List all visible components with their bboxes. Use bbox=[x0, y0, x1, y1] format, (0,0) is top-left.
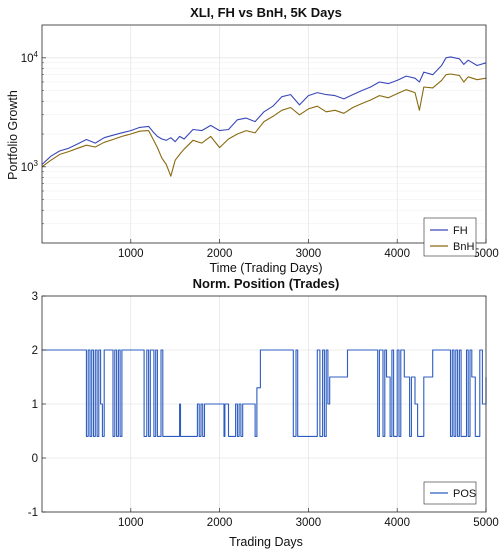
y-tick-label: 104 bbox=[21, 50, 39, 65]
y-tick-label: 3 bbox=[32, 291, 38, 303]
growth-chart-grid bbox=[42, 25, 487, 243]
x-tick-label: 3000 bbox=[296, 248, 322, 260]
y-tick-base: 10 bbox=[21, 162, 34, 174]
position-chart-legend-box bbox=[423, 481, 477, 505]
y-tick-base: 10 bbox=[21, 53, 34, 65]
legend-label-pos: POS bbox=[453, 488, 476, 500]
series-line-bnh bbox=[41, 73, 487, 177]
position-chart-x-label: Trading Days bbox=[229, 535, 303, 549]
y-tick-label: 1 bbox=[32, 399, 38, 411]
x-tick-label: 5000 bbox=[473, 517, 499, 529]
y-tick-label: 0 bbox=[32, 453, 38, 465]
growth-chart-legend-box bbox=[423, 217, 477, 257]
x-tick-label: 4000 bbox=[384, 248, 410, 260]
growth-chart-title: XLI, FH vs BnH, 5K Days bbox=[190, 5, 342, 20]
x-tick-label: 4000 bbox=[384, 517, 410, 529]
growth-chart-legend: FH BnH bbox=[423, 217, 477, 257]
position-chart-x-ticks: 1000 2000 3000 4000 5000 bbox=[118, 508, 499, 529]
y-tick-exponent: 3 bbox=[34, 159, 39, 168]
x-tick-label: 5000 bbox=[473, 248, 499, 260]
growth-chart-series bbox=[41, 56, 487, 177]
y-tick-label: 2 bbox=[32, 345, 38, 357]
x-tick-label: 1000 bbox=[118, 517, 144, 529]
y-tick-label: 103 bbox=[21, 159, 39, 174]
growth-chart-x-label: Time (Trading Days) bbox=[210, 261, 323, 275]
x-tick-label: 1000 bbox=[118, 248, 144, 260]
y-tick-exponent: 4 bbox=[34, 50, 39, 59]
x-tick-label: 3000 bbox=[296, 517, 322, 529]
growth-chart-y-label: Portfolio Growth bbox=[6, 90, 20, 180]
series-line-pos bbox=[42, 349, 487, 437]
legend-label-fh: FH bbox=[453, 225, 468, 237]
x-tick-label: 2000 bbox=[207, 248, 233, 260]
position-chart: Norm. Position (Trades) 1000 2000 3000 4000… bbox=[28, 276, 499, 549]
x-tick-label: 2000 bbox=[207, 517, 233, 529]
series-line-fh bbox=[41, 56, 487, 165]
growth-chart: XLI, FH vs BnH, 5K Days 1000 2000 3000 4000… bbox=[6, 5, 499, 275]
position-chart-series bbox=[42, 349, 487, 437]
position-chart-title: Norm. Position (Trades) bbox=[193, 276, 340, 291]
position-chart-grid bbox=[42, 295, 487, 513]
growth-chart-x-ticks: 1000 2000 3000 4000 5000 bbox=[118, 239, 499, 260]
position-chart-y-ticks: -1 0 1 2 3 bbox=[28, 291, 46, 519]
y-tick-label: -1 bbox=[28, 507, 38, 519]
legend-label-bnh: BnH bbox=[453, 241, 474, 253]
position-chart-legend: POS bbox=[423, 481, 477, 505]
